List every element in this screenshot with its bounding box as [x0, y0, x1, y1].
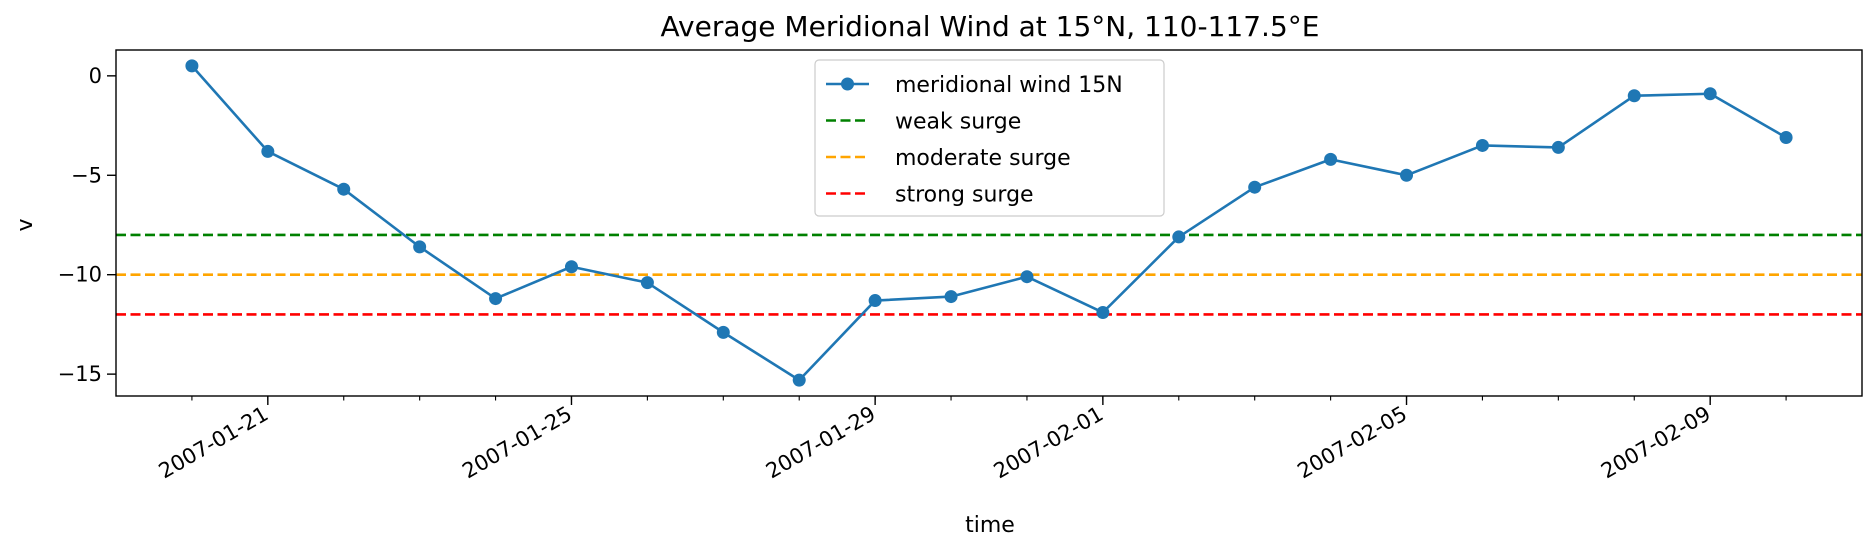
data-point-2007-02-03: [1248, 180, 1262, 194]
x-tick-label: 2007-01-25: [458, 402, 576, 484]
legend-marker: [841, 77, 854, 91]
data-point-2007-01-24: [489, 292, 503, 306]
x-axis-label: time: [965, 513, 1015, 538]
x-tick-label: 2007-01-21: [155, 402, 273, 484]
data-point-2007-01-26: [640, 276, 654, 290]
x-tick-label: 2007-01-29: [762, 402, 880, 484]
data-point-2007-01-29: [868, 294, 882, 308]
y-axis-label: v: [13, 218, 38, 231]
legend-label: weak surge: [895, 110, 1021, 135]
data-point-2007-01-31: [1020, 270, 1034, 284]
chart-title: Average Meridional Wind at 15°N, 110-117…: [661, 10, 1320, 43]
data-point-2007-02-02: [1172, 230, 1186, 244]
data-point-2007-01-27: [716, 325, 730, 339]
data-point-2007-01-23: [413, 240, 427, 254]
legend-label: moderate surge: [895, 146, 1071, 171]
data-point-2007-02-10: [1779, 130, 1793, 144]
y-tick-label: −5: [71, 163, 102, 187]
y-tick-label: −10: [58, 263, 102, 287]
series-line: [190, 65, 1787, 382]
data-point-2007-02-04: [1324, 152, 1338, 166]
data-point-2007-01-20: [185, 59, 199, 73]
data-point-2007-02-01: [1096, 305, 1110, 319]
data-point-2007-01-25: [564, 260, 578, 274]
data-point-2007-01-28: [792, 373, 806, 387]
x-tick-label: 2007-02-05: [1293, 402, 1411, 484]
y-tick-label: 0: [89, 64, 102, 88]
legend-label: strong surge: [895, 183, 1034, 208]
data-point-2007-02-06: [1475, 138, 1489, 152]
x-tick-label: 2007-02-01: [990, 402, 1108, 484]
legend-box: [814, 59, 1165, 217]
data-point-2007-01-22: [337, 182, 351, 196]
legend-label: meridional wind 15N: [895, 73, 1123, 98]
data-point-2007-02-08: [1627, 89, 1641, 103]
data-point-2007-01-30: [944, 290, 958, 304]
axes-frame: [115, 49, 1863, 397]
legend: meridional wind 15N weak surge moderate su…: [814, 59, 1165, 217]
data-point-2007-02-05: [1400, 168, 1414, 182]
data-point-2007-02-07: [1551, 140, 1565, 154]
data-point-2007-02-09: [1703, 87, 1717, 101]
plot-area: [116, 59, 1862, 387]
x-tick-label: 2007-02-09: [1597, 402, 1715, 484]
y-tick-label: −15: [58, 362, 102, 386]
data-point-2007-01-21: [261, 144, 275, 158]
